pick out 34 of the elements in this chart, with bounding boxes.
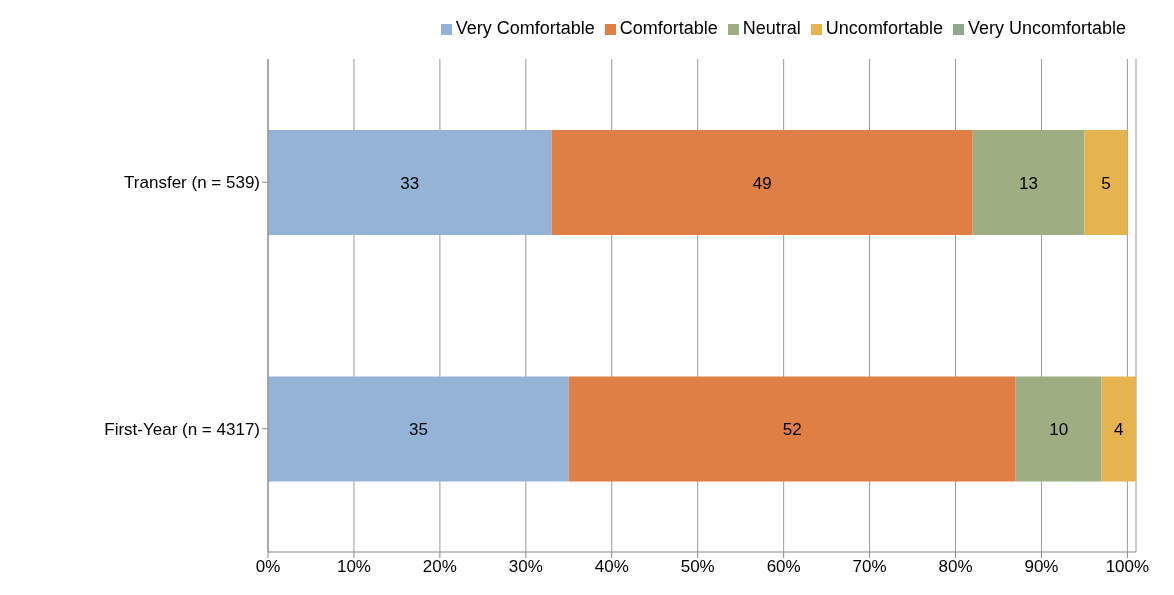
bar — [1015, 376, 1102, 482]
bar — [551, 130, 973, 235]
data-label: 35 — [408, 420, 428, 440]
x-tick-label: 70% — [852, 557, 887, 577]
bar — [1084, 130, 1128, 235]
x-tick-label: 10% — [336, 557, 371, 577]
x-tick-label: 20% — [422, 557, 457, 577]
legend-label: Neutral — [742, 18, 801, 38]
data-label: 13 — [1019, 173, 1039, 193]
legend-label: Uncomfortable — [825, 18, 943, 38]
y-tick-label: Transfer (n = 539) — [124, 173, 260, 193]
x-tick-label: 100% — [1105, 557, 1150, 577]
x-tick-label: 90% — [1024, 557, 1059, 577]
data-label: 5 — [1101, 173, 1111, 193]
legend-label: Very Comfortable — [455, 18, 595, 38]
bar — [268, 376, 569, 482]
bar — [1101, 376, 1136, 482]
x-tick-label: 40% — [594, 557, 629, 577]
legend-label: Very Uncomfortable — [967, 18, 1126, 38]
y-tick-label: First-Year (n = 4317) — [104, 419, 260, 439]
data-label: 52 — [782, 420, 802, 440]
bar — [972, 130, 1085, 235]
bar — [268, 130, 552, 235]
data-label: 33 — [400, 173, 420, 193]
x-tick-label: 30% — [508, 557, 543, 577]
x-tick-label: 60% — [766, 557, 801, 577]
data-label: 4 — [1114, 420, 1124, 440]
legend-label: Comfortable — [619, 18, 718, 38]
data-label: 10 — [1049, 420, 1069, 440]
x-tick-label: 80% — [938, 557, 973, 577]
bar — [568, 376, 1016, 482]
x-tick-label: 50% — [680, 557, 715, 577]
data-label: 49 — [752, 173, 772, 193]
x-tick-label: 0% — [255, 557, 281, 577]
